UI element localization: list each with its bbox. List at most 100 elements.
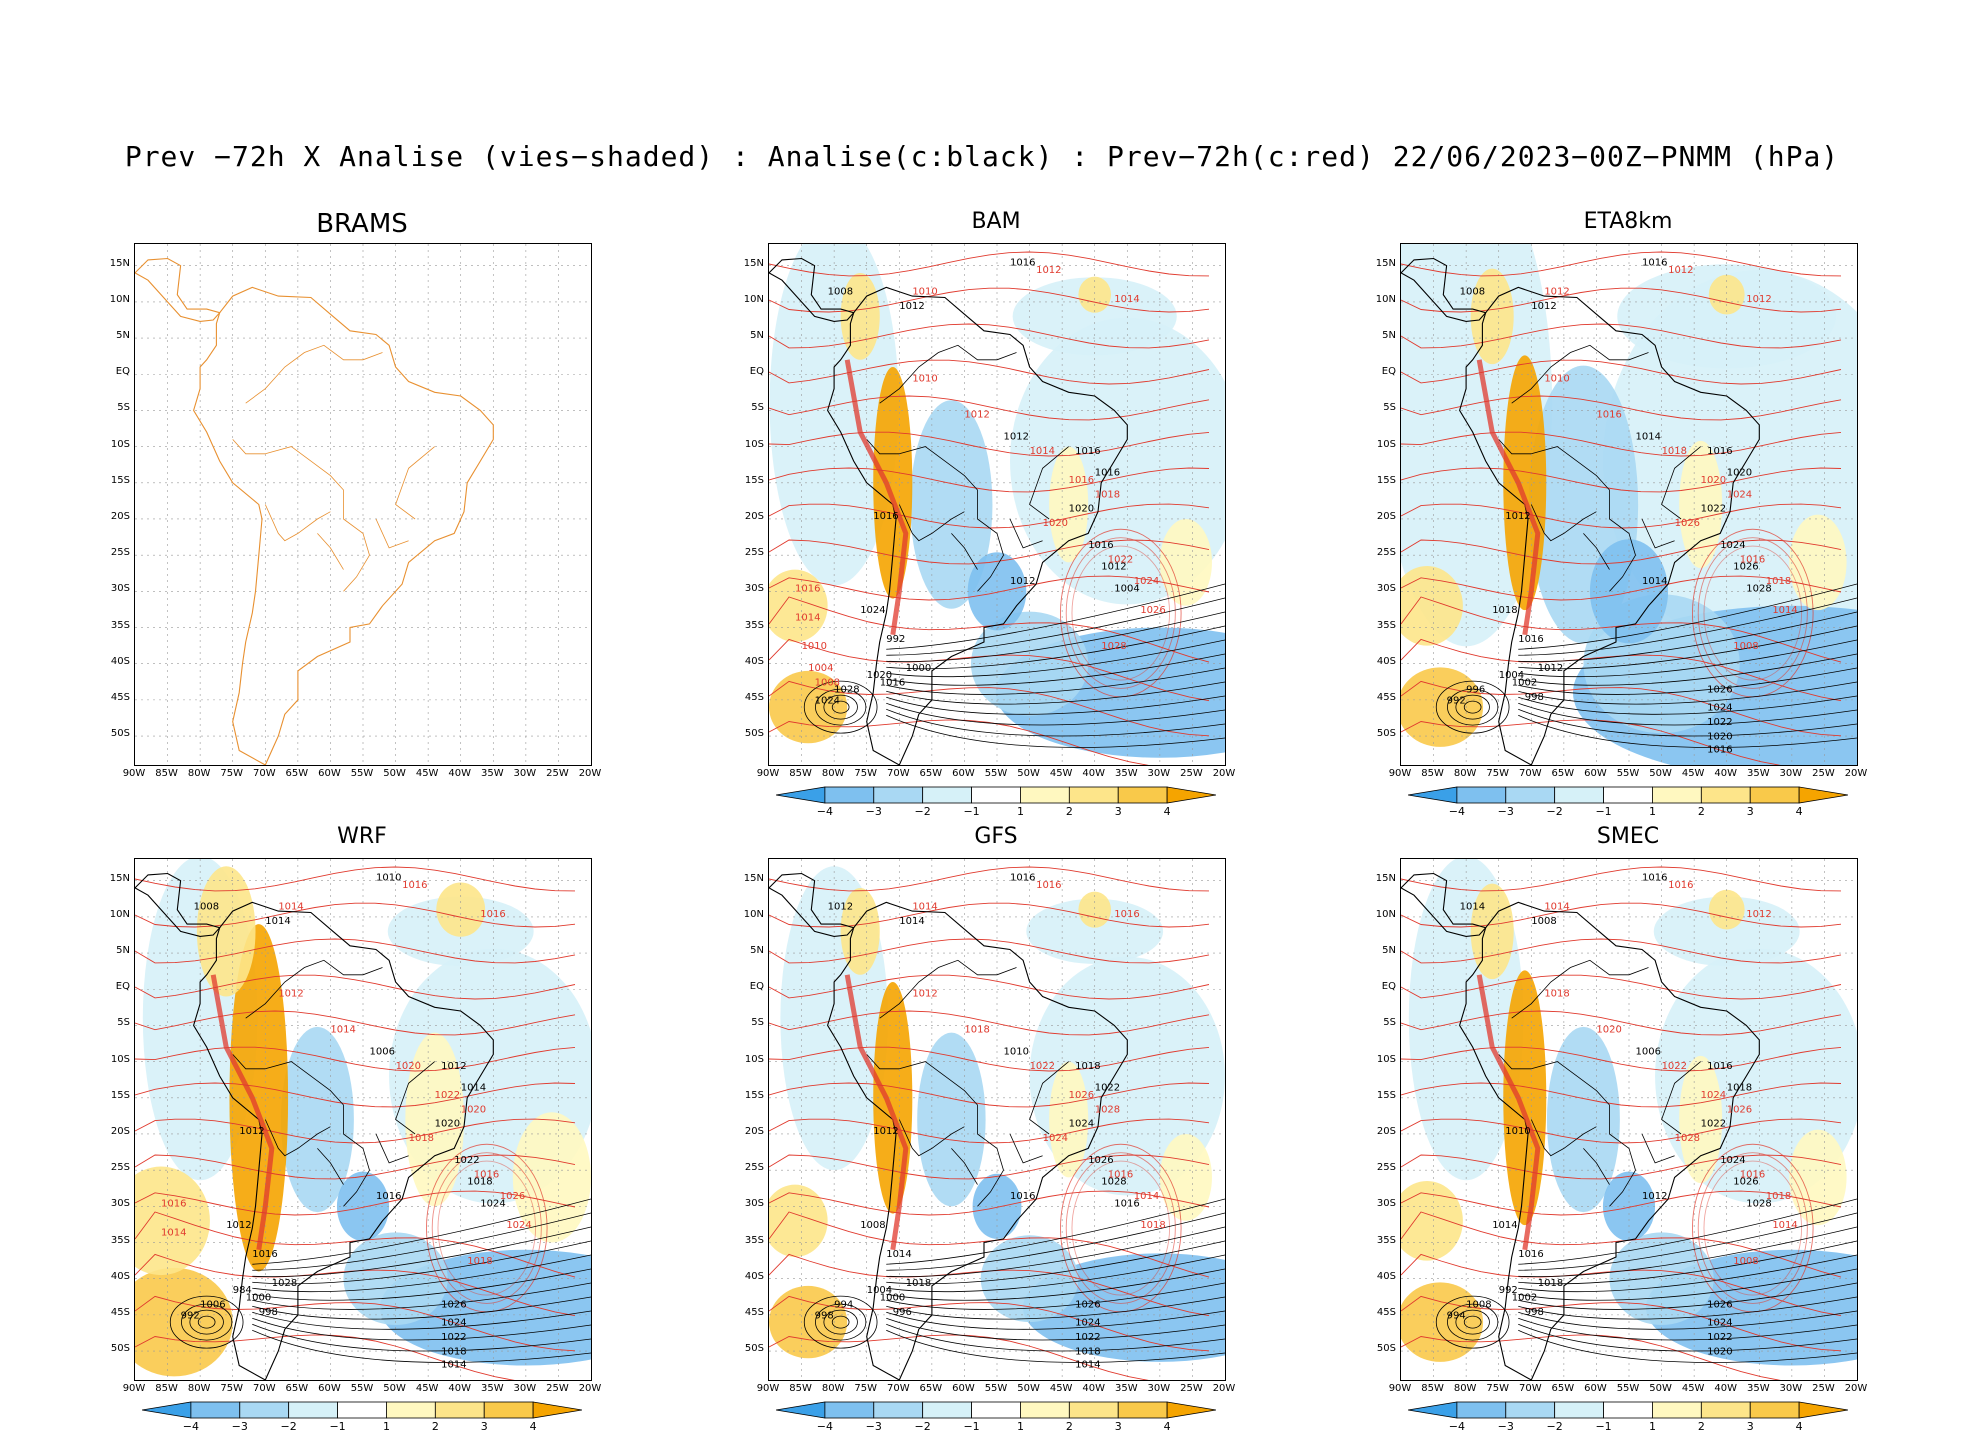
country-border: [317, 1148, 344, 1185]
analysis-contour-label: 1016: [1010, 258, 1035, 269]
analysis-contour-label: 1026: [1733, 1177, 1758, 1188]
latitude-label: 15S: [110, 474, 130, 486]
longitude-label: 20W: [578, 768, 602, 779]
latitude-label: 10S: [1376, 438, 1396, 450]
forecast-contour-label: 1016: [480, 909, 505, 920]
country-border: [265, 1061, 370, 1207]
latitude-label: EQ: [1381, 981, 1396, 993]
analysis-isobar: [886, 695, 1225, 715]
analysis-contour-label: 1008: [860, 1220, 885, 1231]
longitude-label: 45W: [415, 768, 439, 779]
forecast-contour-label: 1016: [1596, 410, 1621, 421]
forecast-isobar: [769, 1082, 1210, 1108]
analysis-contour-label: 1006: [1636, 1046, 1661, 1057]
forecast-contour-label: 1022: [1662, 1061, 1687, 1072]
analysis-contour-label: 1002: [1512, 677, 1537, 688]
positive-bias-shading: [769, 1184, 828, 1257]
forecast-contour-label: 1012: [1746, 294, 1771, 305]
analysis-contour-label: 1014: [1075, 1360, 1100, 1371]
map-frame: [134, 243, 592, 766]
forecast-contour-label: 1014: [1114, 294, 1139, 305]
forecast-isobar: [1401, 866, 1842, 892]
analysis-isobar: [886, 639, 1225, 678]
forecast-isobar: [135, 938, 576, 964]
country-border: [1029, 1061, 1069, 1135]
negative-bias-shading: [343, 1232, 448, 1326]
forecast-contour-label: 1014: [1544, 902, 1569, 913]
colorbar-tick-label: −3: [231, 1420, 248, 1433]
longitude-label: 70W: [252, 1383, 276, 1394]
longitude-label: 25W: [1812, 768, 1835, 779]
forecast-contour-label: 1012: [912, 988, 937, 999]
longitude-label: 65W: [285, 1383, 309, 1394]
analysis-contour-label: 1022: [1095, 1083, 1120, 1094]
analysis-contour-label: 1016: [1075, 446, 1100, 457]
analysis-isobar: [886, 625, 1225, 670]
colorbar-swatch: [1700, 1401, 1751, 1419]
longitude-label: 50W: [1017, 768, 1040, 779]
colorbar: −4 −3 −2 −1 1 2 3 4: [1407, 786, 1849, 826]
longitude-label: 40W: [448, 1383, 472, 1394]
positive-bias-shading: [1049, 446, 1089, 563]
forecast-contour-label: 1024: [1701, 1090, 1726, 1101]
high-pressure-isobar: [1071, 545, 1171, 681]
analysis-contour-label: 1010: [1505, 1126, 1530, 1137]
analysis-contour-label: 1012: [899, 301, 924, 312]
colorbar-swatch: [386, 1401, 436, 1419]
analysis-contour-label: 1014: [1460, 902, 1485, 913]
analysis-contour-label: 1014: [899, 916, 924, 927]
colorbar: −4 −3 −2 −1 1 2 3 4: [775, 1401, 1217, 1441]
forecast-contour-label: 1012: [278, 988, 303, 999]
positive-bias-shading: [769, 1285, 848, 1359]
analysis-isobar: [1518, 597, 1857, 656]
forecast-contour-label: 1016: [402, 880, 427, 891]
forecast-contour-label: 1020: [1596, 1025, 1621, 1036]
colorbar-swatch: [922, 1401, 972, 1419]
analysis-contour-label: 992: [1447, 695, 1466, 706]
longitude-label: 90W: [1388, 768, 1412, 779]
forecast-contour-label: 1014: [795, 612, 820, 623]
forecast-isobar: [1401, 467, 1842, 493]
analysis-contour-label: 1014: [1492, 1220, 1517, 1231]
latitude-label: 35S: [744, 619, 764, 631]
country-border: [899, 1061, 1004, 1207]
colorbar-swatch: [1407, 786, 1458, 804]
colorbar-tick-label: −1: [329, 1420, 346, 1433]
positive-bias-shading: [135, 1166, 210, 1276]
colorbar-swatch: [190, 1401, 241, 1419]
analysis-isobar: [1518, 583, 1857, 650]
longitude-label: 65W: [1551, 768, 1575, 779]
latitude-label: 10N: [743, 908, 764, 920]
map-canvas: [135, 244, 591, 765]
analysis-isobar: [252, 1198, 591, 1265]
latitude-label: 15N: [109, 872, 130, 884]
colorbar-tick-label: −3: [1497, 805, 1514, 818]
map-frame: 1016 1014 1008 1006 1010 1012 1016 1018 1022 1024…: [1400, 858, 1858, 1381]
colorbar-swatch: [775, 786, 826, 804]
latitude-label: 5N: [116, 330, 130, 342]
analysis-isobar: [1518, 1329, 1857, 1363]
latitude-label: 5N: [116, 945, 130, 957]
positive-bias-shading: [196, 866, 256, 997]
forecast-contour-label: 1012: [1544, 287, 1569, 298]
analysis-isobar: [1518, 1254, 1857, 1293]
analysis-contour-label: 1014: [265, 916, 290, 927]
forecast-isobar: [1401, 1295, 1842, 1352]
longitude-label: 30W: [1779, 1383, 1803, 1394]
longitude-label: 85W: [155, 768, 178, 779]
coastline: [827, 901, 1128, 1380]
latitude-label: 5N: [1382, 945, 1396, 957]
country-border: [375, 1133, 409, 1164]
latitude-label: 5N: [750, 330, 764, 342]
latitude-label: 20S: [744, 510, 764, 522]
longitude-label: 70W: [886, 1383, 910, 1394]
latitude-label: 15N: [1375, 257, 1396, 269]
map-panel-smec: SMEC 1016 1014 1008 1006 1010 1012 1016 1018 1022…: [1360, 824, 1896, 1449]
forecast-isobar: [769, 323, 1210, 349]
longitude-label: 45W: [415, 1383, 439, 1394]
forecast-isobar: [1401, 1082, 1842, 1108]
map-canvas: 1010100810141006101210161012101410201022…: [135, 859, 591, 1380]
forecast-contour-label: 1020: [396, 1061, 421, 1072]
low-pressure-isobar: [1447, 1303, 1499, 1341]
colorbar-tick-label: 2: [431, 1420, 439, 1433]
